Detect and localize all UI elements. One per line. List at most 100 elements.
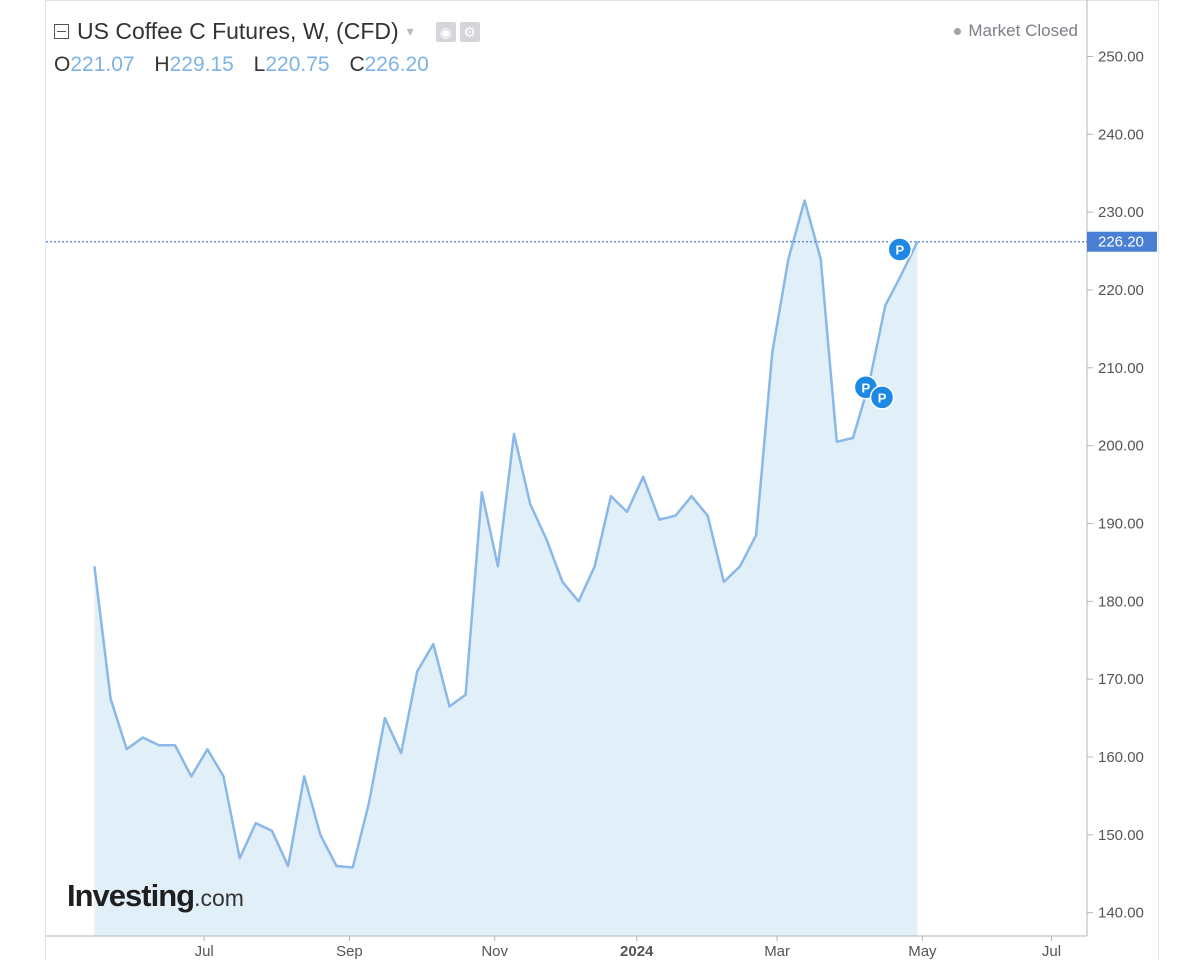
p-marker-label: P	[878, 390, 887, 405]
high-label: H	[154, 53, 170, 76]
status-dot-icon	[954, 27, 962, 35]
data-point[interactable]	[430, 641, 436, 647]
logo-tld-text: .com	[194, 885, 244, 911]
data-point[interactable]	[237, 855, 243, 861]
market-status: Market Closed	[954, 21, 1078, 41]
data-point[interactable]	[898, 271, 904, 277]
y-tick-label: 230.00	[1098, 204, 1144, 221]
data-point[interactable]	[769, 349, 775, 355]
data-point[interactable]	[204, 746, 210, 752]
data-point[interactable]	[463, 692, 469, 698]
data-point[interactable]	[414, 668, 420, 674]
data-point[interactable]	[527, 501, 533, 507]
market-status-text: Market Closed	[968, 21, 1078, 40]
data-point[interactable]	[737, 563, 743, 569]
data-point[interactable]	[592, 563, 598, 569]
x-tick-label: Jul	[195, 943, 214, 960]
high-value: 229.15	[169, 53, 234, 76]
chart-title: US Coffee C Futures, W, (CFD)	[77, 18, 399, 44]
y-tick-label: 150.00	[1098, 827, 1144, 844]
chart-frame	[45, 0, 1159, 960]
chart-header: US Coffee C Futures, W, (CFD) ▾ ◉ ⚙	[54, 18, 480, 45]
y-tick-label: 180.00	[1098, 593, 1144, 610]
y-tick-label: 250.00	[1098, 48, 1144, 65]
data-point[interactable]	[705, 513, 711, 519]
data-point[interactable]	[91, 563, 97, 569]
data-point[interactable]	[285, 863, 291, 869]
data-point[interactable]	[576, 598, 582, 604]
collapse-icon[interactable]	[54, 24, 69, 39]
data-point[interactable]	[156, 742, 162, 748]
data-point[interactable]	[172, 742, 178, 748]
data-point[interactable]	[253, 820, 259, 826]
close-label: C	[349, 53, 365, 76]
data-point[interactable]	[850, 435, 856, 441]
y-tick-label: 140.00	[1098, 905, 1144, 922]
eye-icon[interactable]: ◉	[435, 21, 456, 42]
data-point[interactable]	[124, 746, 130, 752]
x-tick-label: Mar	[764, 943, 790, 960]
data-point[interactable]	[140, 735, 146, 741]
x-tick-label: 2024	[620, 943, 654, 960]
data-point[interactable]	[882, 303, 888, 309]
p-marker-label: P	[862, 380, 871, 395]
data-point[interactable]	[511, 431, 517, 437]
area-fill	[94, 200, 918, 936]
data-point[interactable]	[721, 579, 727, 585]
open-label: O	[54, 53, 71, 76]
p-marker-label: P	[895, 243, 904, 258]
x-tick-label: Nov	[481, 943, 508, 960]
dropdown-arrow-icon[interactable]: ▾	[406, 23, 414, 39]
data-point[interactable]	[479, 489, 485, 495]
data-point[interactable]	[495, 563, 501, 569]
data-point[interactable]	[656, 517, 662, 523]
investing-logo: Investing.com	[67, 878, 244, 914]
close-value: 226.20	[364, 53, 429, 76]
data-point[interactable]	[834, 439, 840, 445]
data-point[interactable]	[334, 863, 340, 869]
data-point[interactable]	[301, 773, 307, 779]
data-point[interactable]	[108, 696, 114, 702]
y-tick-label: 200.00	[1098, 438, 1144, 455]
y-tick-label: 160.00	[1098, 749, 1144, 766]
data-point[interactable]	[543, 536, 549, 542]
low-value: 220.75	[265, 53, 330, 76]
y-tick-label: 220.00	[1098, 282, 1144, 299]
price-line	[93, 199, 919, 869]
last-price-tag	[1087, 231, 1157, 252]
data-point[interactable]	[753, 532, 759, 538]
data-point[interactable]	[672, 513, 678, 519]
y-tick-label: 210.00	[1098, 360, 1144, 377]
data-point[interactable]	[785, 256, 791, 262]
x-tick-label: May	[908, 943, 937, 960]
open-value: 221.07	[70, 53, 135, 76]
data-point[interactable]	[608, 493, 614, 499]
logo-main-text: Investing	[67, 878, 195, 913]
data-point[interactable]	[818, 256, 824, 262]
last-price-label: 226.20	[1098, 234, 1144, 251]
data-point[interactable]	[382, 715, 388, 721]
data-point[interactable]	[317, 832, 323, 838]
p-marker-icon[interactable]	[887, 237, 913, 262]
x-tick-label: Jul	[1042, 943, 1061, 960]
data-point[interactable]	[689, 493, 695, 499]
y-tick-label: 170.00	[1098, 671, 1144, 688]
data-point[interactable]	[640, 474, 646, 480]
data-point[interactable]	[398, 750, 404, 756]
data-point[interactable]	[447, 703, 453, 709]
x-tick-label: Sep	[336, 943, 363, 960]
data-point[interactable]	[560, 579, 566, 585]
p-marker-icon[interactable]	[869, 385, 895, 410]
data-point[interactable]	[188, 773, 194, 779]
ohlc-values: O221.07 H229.15 L220.75 C226.20	[54, 53, 443, 77]
data-point[interactable]	[221, 773, 227, 779]
data-point[interactable]	[350, 865, 356, 871]
data-point[interactable]	[269, 828, 275, 834]
data-point[interactable]	[624, 509, 630, 515]
data-point[interactable]	[802, 198, 808, 204]
settings-gear-icon[interactable]: ⚙	[459, 21, 480, 42]
y-tick-label: 190.00	[1098, 515, 1144, 532]
low-label: L	[253, 53, 266, 76]
data-point[interactable]	[366, 801, 372, 807]
